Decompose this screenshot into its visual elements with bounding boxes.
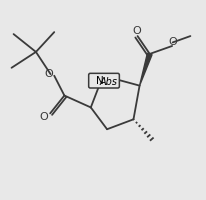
- Text: O: O: [45, 69, 54, 79]
- Text: Abs: Abs: [99, 76, 117, 86]
- Text: O: O: [132, 26, 141, 36]
- Text: N: N: [96, 76, 103, 86]
- Text: O: O: [40, 112, 48, 122]
- FancyBboxPatch shape: [89, 74, 119, 89]
- Text: O: O: [169, 37, 178, 47]
- Polygon shape: [140, 54, 152, 86]
